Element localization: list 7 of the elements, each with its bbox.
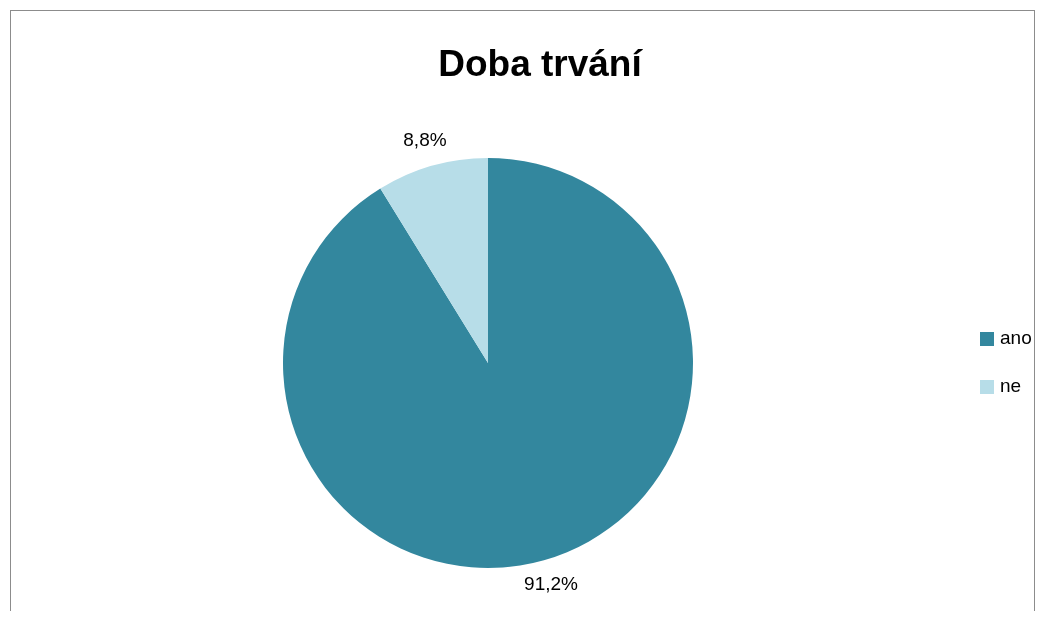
pie-slice bbox=[380, 158, 488, 363]
pie-slice bbox=[283, 158, 693, 568]
legend-label: ano bbox=[1000, 327, 1032, 349]
data-label: 8,8% bbox=[403, 128, 447, 150]
chart-title: Doba trvání bbox=[438, 42, 644, 84]
data-label: 91,2% bbox=[524, 573, 579, 595]
legend-label: ne bbox=[1000, 375, 1022, 397]
